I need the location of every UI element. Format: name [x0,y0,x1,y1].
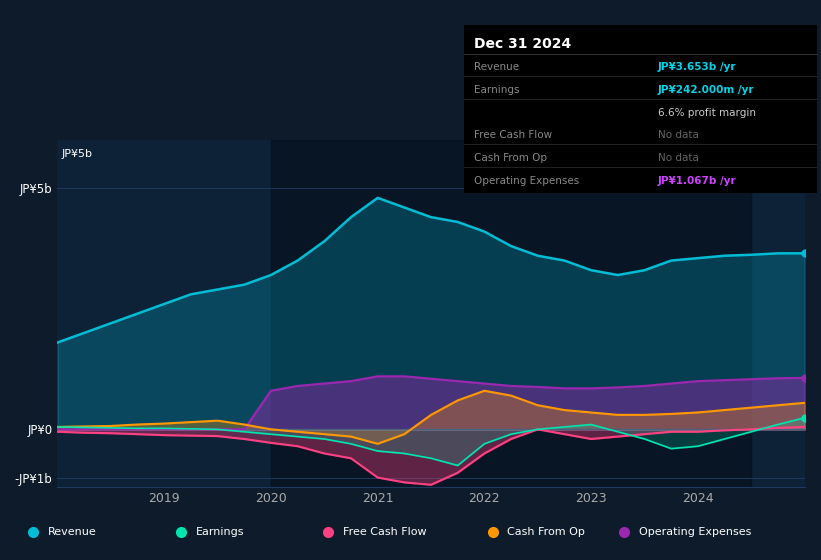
Text: Free Cash Flow: Free Cash Flow [475,130,553,141]
Text: Revenue: Revenue [48,527,96,537]
Text: JP¥5b: JP¥5b [62,149,92,158]
Text: No data: No data [658,130,699,141]
Text: Operating Expenses: Operating Expenses [639,527,751,537]
Text: Dec 31 2024: Dec 31 2024 [475,37,571,51]
Text: Cash From Op: Cash From Op [507,527,585,537]
Text: JP¥1.067b /yr: JP¥1.067b /yr [658,176,736,186]
Text: Earnings: Earnings [475,85,520,95]
Text: JP¥3.653b /yr: JP¥3.653b /yr [658,62,736,72]
Text: 6.6% profit margin: 6.6% profit margin [658,108,756,118]
Text: Revenue: Revenue [475,62,520,72]
Text: Operating Expenses: Operating Expenses [475,176,580,186]
Text: No data: No data [658,153,699,163]
Text: Free Cash Flow: Free Cash Flow [343,527,427,537]
Bar [271,140,751,487]
Text: JP¥242.000m /yr: JP¥242.000m /yr [658,85,754,95]
Text: Cash From Op: Cash From Op [475,153,548,163]
Text: Earnings: Earnings [195,527,244,537]
